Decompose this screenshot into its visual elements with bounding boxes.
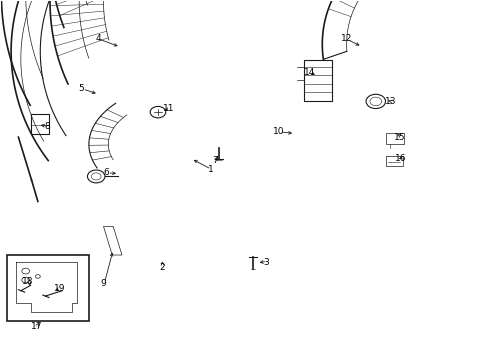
Text: 19: 19 (54, 284, 65, 293)
Text: 5: 5 (79, 84, 84, 93)
Text: 6: 6 (103, 168, 108, 177)
Text: 1: 1 (207, 165, 213, 174)
Text: 15: 15 (393, 132, 405, 141)
Bar (303, 60, 331, 102)
Text: 7: 7 (212, 156, 218, 165)
Text: 18: 18 (22, 277, 34, 286)
Text: 3: 3 (263, 258, 269, 267)
Text: 16: 16 (394, 154, 406, 163)
Text: 17: 17 (31, 322, 42, 331)
Bar (385, 156, 402, 166)
Text: 2: 2 (159, 263, 164, 272)
Text: 14: 14 (304, 68, 315, 77)
Text: 12: 12 (340, 35, 351, 44)
Text: 9: 9 (101, 279, 106, 288)
Text: 11: 11 (163, 104, 175, 113)
Text: 13: 13 (384, 97, 395, 106)
Bar (7, 255, 89, 321)
Text: 4: 4 (96, 35, 101, 44)
Text: 8: 8 (44, 122, 50, 131)
Text: 10: 10 (272, 127, 284, 136)
Bar (385, 133, 403, 144)
